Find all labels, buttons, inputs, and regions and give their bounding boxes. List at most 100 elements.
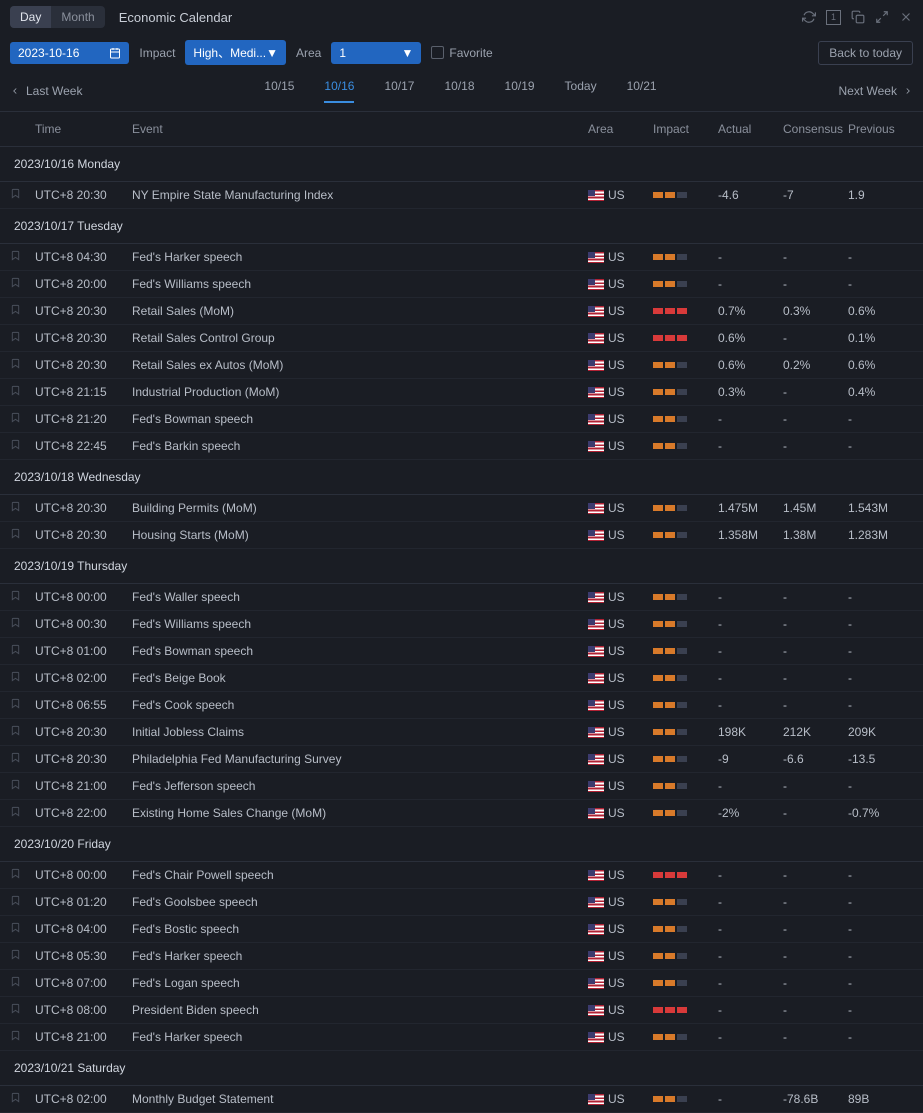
date-picker[interactable]: 2023-10-16 — [10, 42, 129, 64]
col-time[interactable]: Time — [35, 122, 132, 136]
event-cell[interactable]: Fed's Beige Book — [132, 671, 588, 685]
bookmark-icon[interactable] — [10, 643, 35, 659]
event-row[interactable]: UTC+8 02:00Monthly Budget StatementUS--7… — [0, 1086, 923, 1113]
event-cell[interactable]: Fed's Chair Powell speech — [132, 868, 588, 882]
event-row[interactable]: UTC+8 08:00President Biden speechUS--- — [0, 997, 923, 1024]
layout-1-icon[interactable]: 1 — [826, 10, 841, 25]
event-cell[interactable]: Initial Jobless Claims — [132, 725, 588, 739]
bookmark-icon[interactable] — [10, 948, 35, 964]
event-cell[interactable]: Fed's Williams speech — [132, 277, 588, 291]
date-tab[interactable]: Today — [565, 79, 597, 103]
event-row[interactable]: UTC+8 20:30Retail Sales ex Autos (MoM)US… — [0, 352, 923, 379]
bookmark-icon[interactable] — [10, 751, 35, 767]
event-cell[interactable]: Fed's Harker speech — [132, 250, 588, 264]
bookmark-icon[interactable] — [10, 276, 35, 292]
date-tab[interactable]: 10/19 — [505, 79, 535, 103]
event-row[interactable]: UTC+8 20:30NY Empire State Manufacturing… — [0, 182, 923, 209]
event-cell[interactable]: Retail Sales ex Autos (MoM) — [132, 358, 588, 372]
date-tab[interactable]: 10/15 — [264, 79, 294, 103]
col-area[interactable]: Area — [588, 122, 653, 136]
bookmark-icon[interactable] — [10, 616, 35, 632]
event-cell[interactable]: Fed's Bostic speech — [132, 922, 588, 936]
event-cell[interactable]: Fed's Harker speech — [132, 1030, 588, 1044]
event-row[interactable]: UTC+8 04:30Fed's Harker speechUS--- — [0, 244, 923, 271]
col-consensus[interactable]: Consensus — [783, 122, 848, 136]
event-cell[interactable]: NY Empire State Manufacturing Index — [132, 188, 588, 202]
event-row[interactable]: UTC+8 02:00Fed's Beige BookUS--- — [0, 665, 923, 692]
event-cell[interactable]: Housing Starts (MoM) — [132, 528, 588, 542]
date-tab[interactable]: 10/21 — [627, 79, 657, 103]
bookmark-icon[interactable] — [10, 589, 35, 605]
bookmark-icon[interactable] — [10, 411, 35, 427]
bookmark-icon[interactable] — [10, 697, 35, 713]
bookmark-icon[interactable] — [10, 330, 35, 346]
event-row[interactable]: UTC+8 20:30Housing Starts (MoM)US1.358M1… — [0, 522, 923, 549]
event-cell[interactable]: Retail Sales Control Group — [132, 331, 588, 345]
bookmark-icon[interactable] — [10, 500, 35, 516]
event-row[interactable]: UTC+8 06:55Fed's Cook speechUS--- — [0, 692, 923, 719]
event-cell[interactable]: Fed's Goolsbee speech — [132, 895, 588, 909]
close-icon[interactable] — [899, 10, 913, 24]
event-cell[interactable]: President Biden speech — [132, 1003, 588, 1017]
event-cell[interactable]: Fed's Jefferson speech — [132, 779, 588, 793]
bookmark-icon[interactable] — [10, 187, 35, 203]
event-row[interactable]: UTC+8 01:00Fed's Bowman speechUS--- — [0, 638, 923, 665]
event-cell[interactable]: Fed's Barkin speech — [132, 439, 588, 453]
bookmark-icon[interactable] — [10, 805, 35, 821]
bookmark-icon[interactable] — [10, 921, 35, 937]
event-row[interactable]: UTC+8 04:00Fed's Bostic speechUS--- — [0, 916, 923, 943]
bookmark-icon[interactable] — [10, 867, 35, 883]
event-row[interactable]: UTC+8 22:00Existing Home Sales Change (M… — [0, 800, 923, 827]
event-cell[interactable]: Fed's Bowman speech — [132, 644, 588, 658]
bookmark-icon[interactable] — [10, 527, 35, 543]
event-cell[interactable]: Fed's Williams speech — [132, 617, 588, 631]
event-row[interactable]: UTC+8 00:30Fed's Williams speechUS--- — [0, 611, 923, 638]
bookmark-icon[interactable] — [10, 249, 35, 265]
event-row[interactable]: UTC+8 00:00Fed's Chair Powell speechUS--… — [0, 862, 923, 889]
event-cell[interactable]: Existing Home Sales Change (MoM) — [132, 806, 588, 820]
event-cell[interactable]: Philadelphia Fed Manufacturing Survey — [132, 752, 588, 766]
event-cell[interactable]: Fed's Cook speech — [132, 698, 588, 712]
back-today-button[interactable]: Back to today — [818, 41, 913, 65]
impact-dropdown[interactable]: High、Medi... ▼ — [185, 40, 286, 65]
bookmark-icon[interactable] — [10, 357, 35, 373]
day-toggle[interactable]: Day — [10, 6, 51, 28]
event-cell[interactable]: Monthly Budget Statement — [132, 1092, 588, 1106]
col-impact[interactable]: Impact — [653, 122, 718, 136]
event-cell[interactable]: Fed's Harker speech — [132, 949, 588, 963]
event-row[interactable]: UTC+8 21:20Fed's Bowman speechUS--- — [0, 406, 923, 433]
bookmark-icon[interactable] — [10, 438, 35, 454]
event-cell[interactable]: Industrial Production (MoM) — [132, 385, 588, 399]
bookmark-icon[interactable] — [10, 670, 35, 686]
event-row[interactable]: UTC+8 01:20Fed's Goolsbee speechUS--- — [0, 889, 923, 916]
bookmark-icon[interactable] — [10, 975, 35, 991]
col-previous[interactable]: Previous — [848, 122, 913, 136]
event-row[interactable]: UTC+8 20:30Philadelphia Fed Manufacturin… — [0, 746, 923, 773]
event-cell[interactable]: Fed's Logan speech — [132, 976, 588, 990]
event-row[interactable]: UTC+8 21:00Fed's Harker speechUS--- — [0, 1024, 923, 1051]
event-cell[interactable]: Fed's Bowman speech — [132, 412, 588, 426]
event-cell[interactable]: Fed's Waller speech — [132, 590, 588, 604]
favorite-checkbox[interactable]: Favorite — [431, 46, 492, 60]
next-week-button[interactable]: Next Week — [839, 84, 913, 98]
event-row[interactable]: UTC+8 20:00Fed's Williams speechUS--- — [0, 271, 923, 298]
bookmark-icon[interactable] — [10, 778, 35, 794]
bookmark-icon[interactable] — [10, 384, 35, 400]
event-row[interactable]: UTC+8 20:30Building Permits (MoM)US1.475… — [0, 495, 923, 522]
copy-icon[interactable] — [851, 10, 865, 24]
date-tab[interactable]: 10/18 — [444, 79, 474, 103]
date-tab[interactable]: 10/16 — [324, 79, 354, 103]
area-dropdown[interactable]: 1 ▼ — [331, 42, 421, 64]
event-row[interactable]: UTC+8 20:30Retail Sales Control GroupUS0… — [0, 325, 923, 352]
event-row[interactable]: UTC+8 21:15Industrial Production (MoM)US… — [0, 379, 923, 406]
col-event[interactable]: Event — [132, 122, 588, 136]
col-actual[interactable]: Actual — [718, 122, 783, 136]
event-row[interactable]: UTC+8 22:45Fed's Barkin speechUS--- — [0, 433, 923, 460]
bookmark-icon[interactable] — [10, 724, 35, 740]
month-toggle[interactable]: Month — [51, 6, 104, 28]
bookmark-icon[interactable] — [10, 303, 35, 319]
event-row[interactable]: UTC+8 21:00Fed's Jefferson speechUS--- — [0, 773, 923, 800]
event-row[interactable]: UTC+8 20:30Initial Jobless ClaimsUS198K2… — [0, 719, 923, 746]
last-week-button[interactable]: Last Week — [10, 84, 82, 98]
event-row[interactable]: UTC+8 07:00Fed's Logan speechUS--- — [0, 970, 923, 997]
